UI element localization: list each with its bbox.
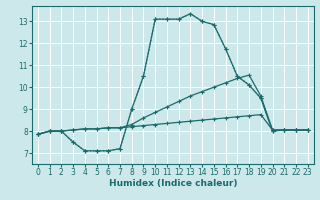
X-axis label: Humidex (Indice chaleur): Humidex (Indice chaleur) [108,179,237,188]
